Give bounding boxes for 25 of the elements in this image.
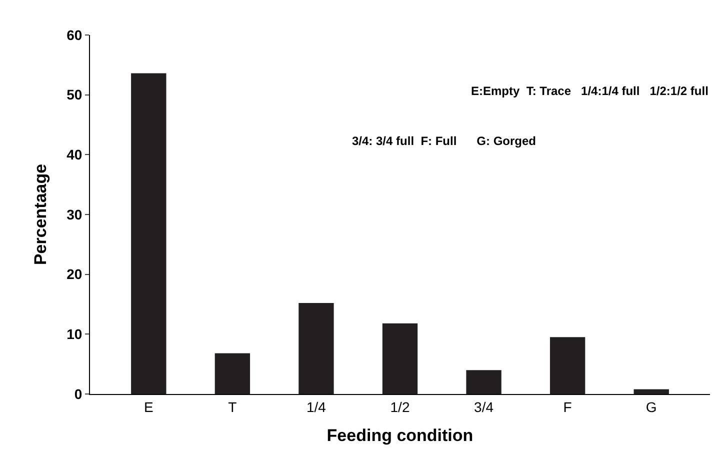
y-tick-label: 50	[66, 86, 82, 103]
bar	[466, 370, 502, 394]
y-tick-label: 10	[66, 326, 82, 342]
bar	[131, 73, 166, 394]
annotation: E:Empty T: Trace 1/4:1/4 full 1/2:1/2 full	[471, 84, 708, 98]
bar	[382, 323, 418, 394]
x-tick-label: T	[228, 398, 238, 415]
y-tick-label: 60	[66, 26, 82, 43]
x-tick-label: 1/2	[390, 398, 410, 415]
y-tick-label: 30	[66, 206, 82, 222]
bar	[634, 389, 669, 394]
x-tick-label: E	[144, 398, 154, 415]
x-tick-label: 3/4	[474, 398, 494, 415]
y-axis-title: Percentaage	[31, 164, 50, 266]
x-tick-label: F	[563, 398, 572, 415]
bar	[298, 303, 334, 394]
x-axis-title: Feeding condition	[326, 426, 474, 446]
y-tick-label: 20	[66, 266, 82, 282]
y-tick-label: 40	[66, 146, 82, 163]
bar	[550, 337, 586, 394]
x-tick-label: 1/4	[306, 398, 326, 415]
y-tick-label: 0	[74, 386, 82, 402]
annotation: 3/4: 3/4 full F: Full G: Gorged	[352, 134, 536, 148]
x-tick-label: G	[646, 398, 657, 415]
bar	[214, 353, 250, 394]
